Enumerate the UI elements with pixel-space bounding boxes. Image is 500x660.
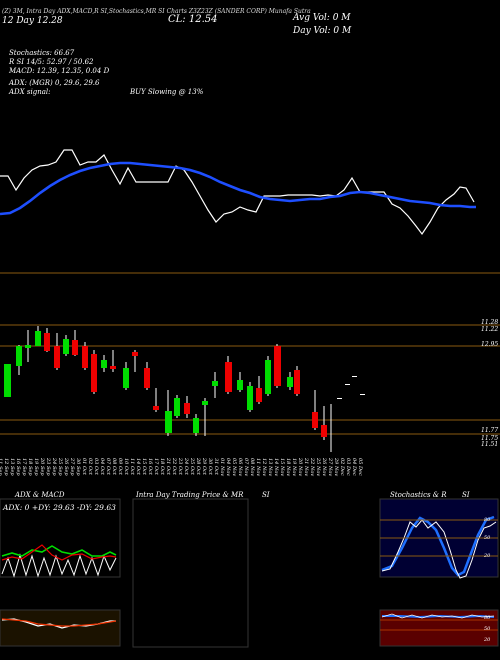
price-level-label: 12.95 <box>481 341 499 348</box>
candle <box>110 366 116 369</box>
candle <box>144 368 150 388</box>
rsi-level-80: 80 <box>484 615 491 621</box>
candle <box>193 418 199 433</box>
price-line <box>0 149 475 236</box>
adx-panel <box>0 498 121 578</box>
candle <box>174 398 180 416</box>
rsi-value: R SI 14/5: 52.97 / 50.62 <box>9 58 94 66</box>
stoch-panel-title: Stochastics & R <box>390 491 447 499</box>
stoch-level-80: 80 <box>484 517 491 523</box>
close-label: CL: 12.54 <box>168 14 218 25</box>
rsi-level-20: 20 <box>484 637 491 643</box>
day-label: 12 Day 12.28 <box>2 16 63 26</box>
adx-plus-di <box>1 545 117 557</box>
intra-panel-title: Intra Day Trading Price & MR <box>136 491 244 499</box>
stoch-blue <box>381 515 495 577</box>
candle <box>321 425 327 437</box>
candles <box>4 326 365 452</box>
chart-topbar: (Z) 3M, Intra Day ADX,MACD,R SI,Stochast… <box>2 8 311 15</box>
candle <box>101 360 107 368</box>
day-vol: Day Vol: 0 M <box>293 26 352 36</box>
rsi-white <box>381 613 495 619</box>
intra-panel <box>132 498 249 648</box>
candle <box>72 340 78 355</box>
stoch-level-50: 50 <box>484 535 491 541</box>
candle <box>256 388 262 402</box>
intra-panel-si: SI <box>262 491 270 499</box>
adx-value: ADX: (MGR) 0, 29.6, 29.6 <box>9 79 100 87</box>
macd-signal <box>1 618 117 627</box>
candle <box>123 368 129 388</box>
candle <box>4 364 11 397</box>
candle <box>312 412 318 428</box>
stochastics-value: Stochastics: 66.67 <box>9 49 75 57</box>
macd-value: MACD: 12.39, 12.35, 0.04 D <box>9 67 110 75</box>
moving-average-line <box>0 161 476 216</box>
candle <box>212 381 218 386</box>
adx-panel-title: ADX & MACD <box>15 491 65 499</box>
candle <box>237 380 243 390</box>
candle <box>153 406 159 410</box>
stoch-panel-si: SI <box>462 491 470 499</box>
candle <box>165 411 172 433</box>
price-level-label: 11.77 <box>481 427 499 434</box>
candle <box>225 362 232 392</box>
candle <box>287 377 293 387</box>
candle <box>132 352 138 356</box>
candle <box>63 339 69 354</box>
candle <box>82 346 88 368</box>
stoch-level-20: 20 <box>484 553 491 559</box>
macd-panel <box>0 609 121 647</box>
rsi-line <box>382 614 495 619</box>
adx-panel-values: ADX: 0 +DY: 29.63 -DY: 29.63 <box>3 503 116 512</box>
candle <box>54 346 60 368</box>
candle <box>44 333 50 351</box>
candle <box>294 370 300 394</box>
candle <box>16 346 22 366</box>
candle <box>91 354 97 392</box>
buy-signal: BUY Slowing @ 13% <box>130 88 204 96</box>
candle <box>274 346 281 386</box>
date-label: 05 Dec <box>357 458 363 476</box>
adx-signal: ADX signal: <box>9 88 51 96</box>
date-axis: 11 Sep 12 Sep 13 Sep 16 Sep 17 Sep 18 Sep 19 S… <box>0 458 500 492</box>
rsi-level-50: 50 <box>484 626 491 632</box>
price-level-label: 11.51 <box>481 441 499 448</box>
price-level-label: 11.22 <box>481 326 499 333</box>
avg-vol: Avg Vol: 0 M <box>293 13 351 23</box>
candle <box>25 345 31 348</box>
candle <box>265 360 271 394</box>
candle <box>184 403 190 414</box>
candle <box>202 401 208 405</box>
price-level-label: 11.75 <box>481 435 499 442</box>
candle <box>35 331 41 346</box>
adx-minus-di <box>1 544 117 561</box>
candle <box>247 386 253 410</box>
price-level-label: 11.28 <box>481 319 499 326</box>
